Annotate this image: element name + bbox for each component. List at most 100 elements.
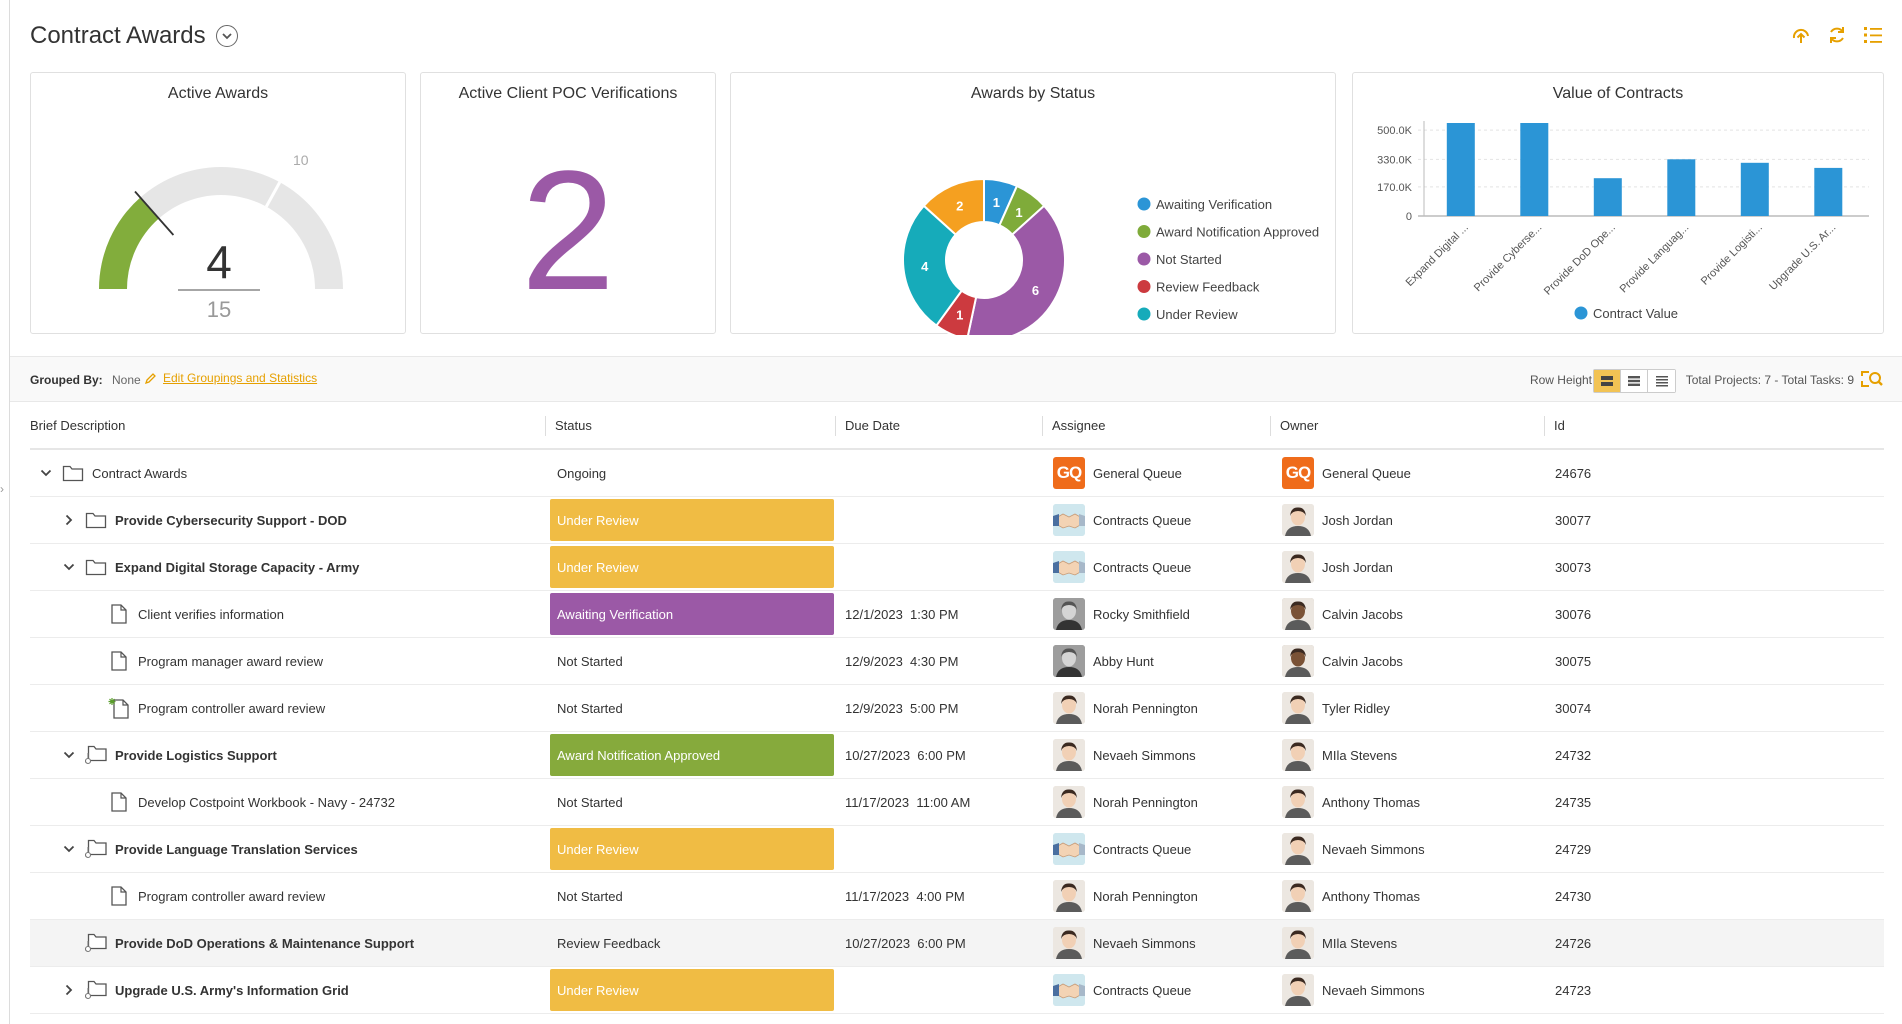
id-cell[interactable]: 24729 bbox=[1555, 841, 1592, 857]
owner-cell[interactable]: Josh Jordan bbox=[1282, 544, 1552, 590]
active-awards-card[interactable]: Active Awards 10 4 15 bbox=[30, 72, 406, 334]
description-text[interactable]: Program controller award review bbox=[138, 700, 326, 716]
assignee-cell[interactable]: GQ General Queue bbox=[1053, 450, 1283, 496]
collapse-chevron-icon[interactable] bbox=[39, 466, 53, 480]
legend-item[interactable]: Not Started bbox=[1156, 252, 1222, 267]
contract-value-bar[interactable] bbox=[1446, 123, 1475, 216]
description-text[interactable]: Provide Logistics Support bbox=[115, 747, 277, 763]
due-date-cell[interactable]: 11/17/2023 4:00 PM bbox=[845, 888, 965, 904]
description-text[interactable]: Provide Language Translation Services bbox=[115, 841, 358, 857]
description-text[interactable]: Contract Awards bbox=[92, 465, 188, 481]
description-text[interactable]: Provide Cybersecurity Support - DOD bbox=[115, 512, 347, 528]
assignee-cell[interactable]: Nevaeh Simmons bbox=[1053, 732, 1283, 778]
legend-item[interactable]: Other bbox=[1156, 335, 1189, 336]
owner-cell[interactable]: MIla Stevens bbox=[1282, 732, 1552, 778]
left-rail[interactable]: › bbox=[0, 0, 10, 1024]
description-text[interactable]: Expand Digital Storage Capacity - Army bbox=[115, 559, 360, 575]
id-cell[interactable]: 24726 bbox=[1555, 935, 1592, 951]
contract-value-bar[interactable] bbox=[1814, 167, 1843, 216]
donut-slice[interactable] bbox=[967, 204, 1066, 335]
table-row[interactable]: Provide Cybersecurity Support - DOD Under… bbox=[30, 497, 1884, 544]
owner-cell[interactable]: Anthony Thomas bbox=[1282, 779, 1552, 825]
column-header-due-date[interactable]: Due Date bbox=[845, 418, 900, 433]
table-row[interactable]: Program manager award review Not Started 1… bbox=[30, 638, 1884, 685]
status-cell[interactable]: Not Started bbox=[550, 685, 834, 731]
legend-item[interactable]: Contract Value bbox=[1593, 306, 1678, 321]
table-row[interactable]: Expand Digital Storage Capacity - Army Un… bbox=[30, 544, 1884, 591]
id-cell[interactable]: 30076 bbox=[1555, 606, 1592, 622]
table-row[interactable]: Upgrade U.S. Army's Information Grid Unde… bbox=[30, 967, 1884, 1014]
table-row[interactable]: Client verifies information Awaiting Veri… bbox=[30, 591, 1884, 638]
title-dropdown-chevron-icon[interactable] bbox=[215, 25, 238, 47]
status-cell[interactable]: Ongoing bbox=[550, 450, 834, 496]
due-date-cell[interactable]: 12/1/2023 1:30 PM bbox=[845, 606, 959, 622]
list-view-icon[interactable] bbox=[1862, 24, 1884, 46]
table-row[interactable]: Contract Awards Ongoing GQ General Queue GQ G… bbox=[30, 450, 1884, 497]
table-row[interactable]: Provide Language Translation Services Und… bbox=[30, 826, 1884, 873]
value-of-contracts-card[interactable]: Value of Contracts 0 170.0K 330.0K 500.0K Ex… bbox=[1352, 72, 1884, 334]
row-height-small-button[interactable] bbox=[1648, 370, 1675, 392]
due-date-cell[interactable]: 12/9/2023 4:30 PM bbox=[845, 653, 959, 669]
search-icon[interactable] bbox=[1860, 369, 1884, 391]
table-row[interactable]: Provide Logistics Support Award Notificat… bbox=[30, 732, 1884, 779]
description-text[interactable]: Client verifies information bbox=[138, 606, 284, 622]
status-cell[interactable]: Not Started bbox=[550, 779, 834, 825]
status-cell[interactable]: Not Started bbox=[550, 638, 834, 684]
id-cell[interactable]: 30077 bbox=[1555, 512, 1592, 528]
upload-icon[interactable] bbox=[1790, 24, 1812, 46]
due-date-cell[interactable]: 10/27/2023 6:00 PM bbox=[845, 935, 966, 951]
owner-cell[interactable]: GQ General Queue bbox=[1282, 450, 1552, 496]
status-cell[interactable]: Under Review bbox=[550, 544, 834, 590]
due-date-cell[interactable] bbox=[845, 826, 1045, 872]
description-text[interactable]: Provide DoD Operations & Maintenance Sup… bbox=[115, 935, 415, 951]
due-date-cell[interactable]: 12/9/2023 5:00 PM bbox=[845, 700, 959, 716]
status-cell[interactable]: Under Review bbox=[550, 967, 834, 1013]
legend-item[interactable]: Under Review bbox=[1156, 307, 1238, 322]
id-cell[interactable]: 30074 bbox=[1555, 700, 1592, 716]
id-cell[interactable]: 24735 bbox=[1555, 794, 1592, 810]
id-cell[interactable]: 24723 bbox=[1555, 982, 1592, 998]
id-cell[interactable]: 30075 bbox=[1555, 653, 1592, 669]
expand-chevron-icon[interactable] bbox=[62, 983, 76, 997]
due-date-cell[interactable]: 11/17/2023 11:00 AM bbox=[845, 794, 971, 810]
column-header-id[interactable]: Id bbox=[1554, 418, 1565, 433]
assignee-cell[interactable]: Rocky Smithfield bbox=[1053, 591, 1283, 637]
description-text[interactable]: Develop Costpoint Workbook - Navy - 2473… bbox=[138, 794, 395, 810]
poc-verifications-card[interactable]: Active Client POC Verifications 2 bbox=[420, 72, 716, 334]
awards-by-status-card[interactable]: Awards by Status 1 1 6 1 4 2 Awaiting Verifica… bbox=[730, 72, 1336, 336]
row-height-medium-button[interactable] bbox=[1621, 370, 1648, 392]
assignee-cell[interactable]: Contracts Queue bbox=[1053, 544, 1283, 590]
column-header-brief-description[interactable]: Brief Description bbox=[30, 418, 126, 433]
collapse-chevron-icon[interactable] bbox=[62, 748, 76, 762]
assignee-cell[interactable]: Contracts Queue bbox=[1053, 967, 1283, 1013]
table-row[interactable]: Program controller award review Not Start… bbox=[30, 873, 1884, 920]
collapse-chevron-icon[interactable] bbox=[62, 560, 76, 574]
table-row[interactable]: Provide DoD Operations & Maintenance Sup… bbox=[30, 920, 1884, 967]
due-date-cell[interactable] bbox=[845, 967, 1045, 1013]
due-date-cell[interactable] bbox=[845, 497, 1045, 543]
refresh-icon[interactable] bbox=[1826, 24, 1848, 46]
assignee-cell[interactable]: Contracts Queue bbox=[1053, 497, 1283, 543]
assignee-cell[interactable]: Norah Pennington bbox=[1053, 779, 1283, 825]
column-header-status[interactable]: Status bbox=[555, 418, 592, 433]
assignee-cell[interactable]: Abby Hunt bbox=[1053, 638, 1283, 684]
contract-value-bar[interactable] bbox=[1740, 162, 1769, 216]
legend-item[interactable]: Awaiting Verification bbox=[1156, 197, 1272, 212]
description-text[interactable]: Upgrade U.S. Army's Information Grid bbox=[115, 982, 349, 998]
assignee-cell[interactable]: Contracts Queue bbox=[1053, 826, 1283, 872]
legend-item[interactable]: Award Notification Approved bbox=[1156, 225, 1319, 240]
donut-slice[interactable] bbox=[902, 204, 964, 327]
column-header-assignee[interactable]: Assignee bbox=[1052, 418, 1106, 433]
status-cell[interactable]: Award Notification Approved bbox=[550, 732, 834, 778]
owner-cell[interactable]: Nevaeh Simmons bbox=[1282, 826, 1552, 872]
column-header-owner[interactable]: Owner bbox=[1280, 418, 1319, 433]
owner-cell[interactable]: Tyler Ridley bbox=[1282, 685, 1552, 731]
status-cell[interactable]: Not Started bbox=[550, 873, 834, 919]
table-row[interactable]: Program controller award review Not Start… bbox=[30, 685, 1884, 732]
status-cell[interactable]: Under Review bbox=[550, 497, 834, 543]
owner-cell[interactable]: Nevaeh Simmons bbox=[1282, 967, 1552, 1013]
id-cell[interactable]: 24730 bbox=[1555, 888, 1592, 904]
status-cell[interactable]: Review Feedback bbox=[550, 920, 834, 966]
expand-panel-icon[interactable]: › bbox=[0, 482, 4, 496]
assignee-cell[interactable]: Norah Pennington bbox=[1053, 873, 1283, 919]
